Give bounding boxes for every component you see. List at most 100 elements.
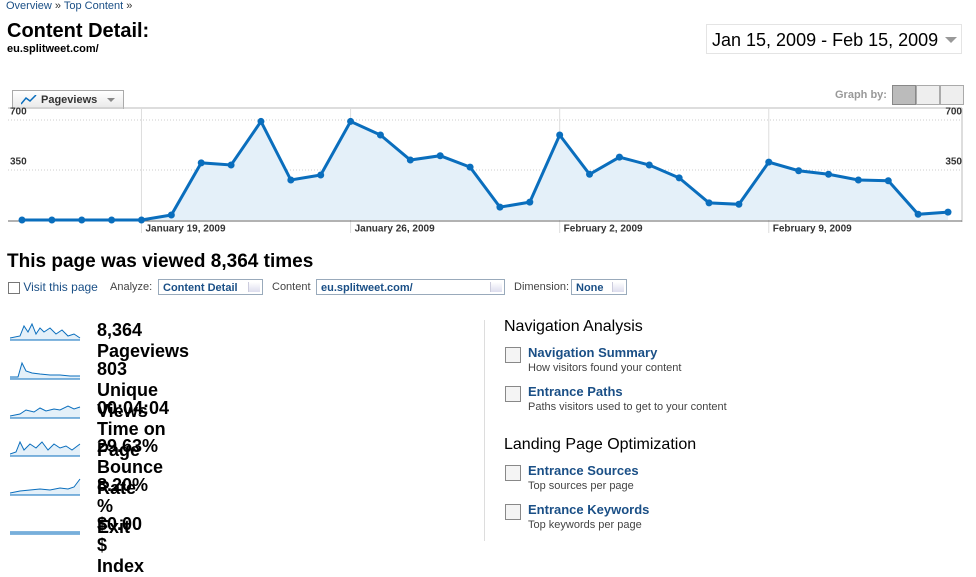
page-title: Content Detail:	[7, 20, 150, 42]
x-tick-label: February 2, 2009	[564, 224, 643, 235]
point	[227, 161, 235, 169]
metric-text: 803 Unique Views	[97, 359, 158, 422]
select-value: None	[576, 282, 604, 294]
point	[825, 170, 833, 178]
point	[765, 158, 773, 166]
point	[854, 176, 862, 184]
analyze-label: Analyze:	[110, 281, 153, 293]
breadcrumb-link[interactable]: Overview	[6, 0, 52, 12]
month-button[interactable]	[940, 85, 964, 105]
page-url: eu.splitweet.com/	[7, 43, 99, 55]
metric-text: 00:04:04 Time on Page	[97, 398, 169, 461]
metric-label: % Exit	[97, 496, 131, 538]
metric-text: 8.20% % Exit	[97, 475, 148, 538]
point	[108, 216, 116, 224]
link-description: Top keywords per page	[528, 519, 642, 531]
section-link[interactable]: Entrance Sources	[528, 463, 639, 478]
point	[137, 216, 145, 224]
point	[944, 208, 952, 216]
point	[645, 161, 653, 169]
point	[556, 131, 564, 139]
analyze-select[interactable]: Content Detail	[158, 279, 263, 295]
metric-value: $0.00	[97, 514, 143, 534]
x-tick-label: February 9, 2009	[773, 224, 852, 235]
point	[376, 131, 384, 139]
date-range[interactable]: Jan 15, 2009 - Feb 15, 2009	[706, 24, 962, 54]
metric-button[interactable]: Pageviews	[12, 90, 124, 109]
icon	[21, 95, 37, 105]
point	[586, 170, 594, 178]
metric-value: 803	[97, 358, 128, 379]
link-icon	[505, 504, 521, 520]
point	[436, 152, 444, 160]
point	[675, 174, 683, 182]
point	[167, 211, 175, 219]
x-tick-label: January 19, 2009	[145, 224, 225, 235]
select-value: Content Detail	[163, 282, 238, 294]
section-link[interactable]: Entrance Paths	[528, 384, 623, 399]
metric-value: 00:04:04	[97, 397, 170, 418]
metric-text: 8,364 Pageviews	[97, 320, 189, 362]
content-select[interactable]: eu.splitweet.com/	[316, 279, 505, 295]
line	[22, 118, 949, 222]
point	[18, 216, 26, 224]
section-link[interactable]: Navigation Summary	[528, 345, 658, 360]
sparkline-area	[10, 442, 80, 457]
sparkline-line	[10, 405, 81, 417]
metric-label: Bounce Rate	[97, 457, 164, 499]
metric-value: 29.63%	[97, 436, 159, 457]
section-title: Navigation Analysis	[504, 318, 643, 335]
graph-by-label: Graph by:	[835, 89, 887, 101]
link-icon	[505, 347, 521, 363]
dimension-label: Dimension:	[514, 281, 570, 293]
divider	[484, 320, 485, 541]
metric-label: Time on Page	[97, 418, 166, 460]
sparkline-area	[10, 479, 80, 496]
sparkline	[10, 405, 81, 419]
metric-text: 29.63% Bounce Rate	[97, 436, 163, 499]
sparkline-line	[10, 441, 81, 455]
link-icon	[505, 386, 521, 402]
link-description: How visitors found your content	[528, 362, 682, 374]
point	[48, 216, 56, 224]
point	[914, 210, 922, 218]
point	[466, 163, 474, 171]
point	[526, 198, 534, 206]
section-link[interactable]: Entrance Keywords	[528, 502, 650, 517]
sparkline-area	[10, 324, 80, 340]
area	[22, 121, 948, 220]
y-tick-label: 350	[945, 157, 962, 168]
visit-link[interactable]: Visit this page	[23, 280, 98, 294]
point	[347, 117, 355, 125]
metric-label: $ Index	[97, 535, 145, 576]
sparkline	[10, 361, 80, 380]
point	[884, 177, 892, 185]
point	[257, 117, 265, 125]
point	[615, 153, 623, 161]
link-description: Paths visitors used to get to your conte…	[528, 401, 727, 413]
section-title: Landing Page Optimization	[504, 436, 697, 453]
y-tick-label: 700	[945, 107, 962, 118]
sparkline-area	[10, 362, 80, 379]
y-tick-label: 350	[10, 157, 27, 168]
chart: 350 350 700 700 January 19, 2009 January 26, …	[8, 107, 963, 235]
sparkline-line	[10, 322, 81, 339]
metric-label: Pageviews	[97, 341, 190, 361]
page: Overview » Top Content » Content Detail:…	[6, 0, 964, 576]
link-icon	[505, 465, 521, 481]
dimension-select[interactable]: None	[571, 279, 627, 295]
point	[705, 199, 713, 207]
metric-label: Unique Views	[97, 379, 158, 421]
breadcrumb-link[interactable]: Top Content	[63, 0, 124, 12]
dropdown-arrow	[107, 98, 115, 106]
point	[795, 167, 803, 175]
point	[197, 159, 205, 167]
date-range-text: Jan 15, 2009 - Feb 15, 2009	[712, 30, 939, 50]
sparkline	[10, 322, 81, 341]
metric-text: $0.00 $ Index	[97, 514, 144, 577]
point	[317, 171, 325, 179]
icon	[8, 281, 20, 294]
sparkline-line	[10, 478, 81, 494]
day-button[interactable]	[892, 85, 916, 105]
week-button[interactable]	[916, 85, 940, 105]
